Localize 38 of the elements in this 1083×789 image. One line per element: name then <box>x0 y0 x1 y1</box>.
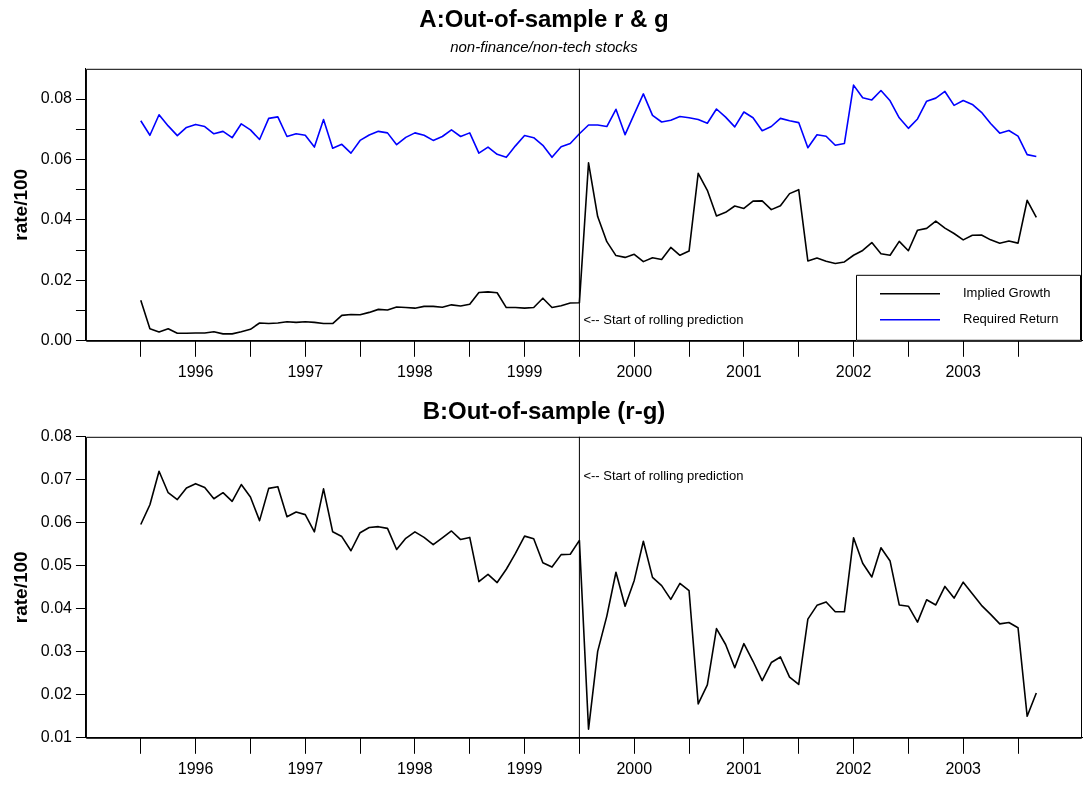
x-tick-label: 2000 <box>616 759 653 777</box>
ref-line-label: <-- Start of rolling prediction <box>583 312 744 328</box>
ref-line-label: <-- Start of rolling prediction <box>583 468 744 484</box>
y-axis-title: rate/100 <box>9 168 31 241</box>
y-tick-label: 0.00 <box>40 331 73 349</box>
y-tick-label: 0.04 <box>40 599 73 617</box>
x-tick-label: 2001 <box>726 362 762 380</box>
chart-title: A:Out-of-sample r & g <box>419 5 669 33</box>
x-tick-label: 1997 <box>287 362 324 380</box>
x-tick-label: 1998 <box>397 362 433 380</box>
x-tick-label: 1996 <box>177 759 214 777</box>
x-tick-label: 1999 <box>506 362 543 380</box>
y-tick-label: 0.04 <box>40 210 73 228</box>
chart-subtitle: non-finance/non-tech stocks <box>450 37 639 55</box>
x-tick-label: 1998 <box>397 759 433 777</box>
x-tick-label: 2000 <box>616 362 653 380</box>
y-tick-label: 0.05 <box>40 556 73 574</box>
y-tick-label: 0.03 <box>40 642 73 660</box>
y-axis-title: rate/100 <box>9 551 31 624</box>
y-tick-label: 0.06 <box>40 149 73 167</box>
x-tick-label: 2002 <box>835 362 872 380</box>
x-tick-label: 1996 <box>177 362 214 380</box>
y-tick-label: 0.06 <box>40 513 73 531</box>
x-tick-label: 2001 <box>726 759 762 777</box>
x-tick-label: 1999 <box>506 759 543 777</box>
chart-title: B:Out-of-sample (r-g) <box>422 397 666 425</box>
legend-label: Required Return <box>963 311 1059 327</box>
x-tick-label: 1997 <box>287 759 324 777</box>
x-tick-label: 2002 <box>835 759 872 777</box>
y-tick-label: 0.02 <box>40 270 73 288</box>
y-tick-label: 0.02 <box>40 685 73 703</box>
y-tick-label: 0.01 <box>40 728 73 746</box>
x-tick-label: 2003 <box>945 362 982 380</box>
y-tick-label: 0.08 <box>40 427 73 445</box>
y-tick-label: 0.07 <box>40 470 73 488</box>
x-tick-label: 2003 <box>945 759 982 777</box>
legend-label: Implied Growth <box>963 285 1051 301</box>
y-tick-label: 0.08 <box>40 89 73 107</box>
